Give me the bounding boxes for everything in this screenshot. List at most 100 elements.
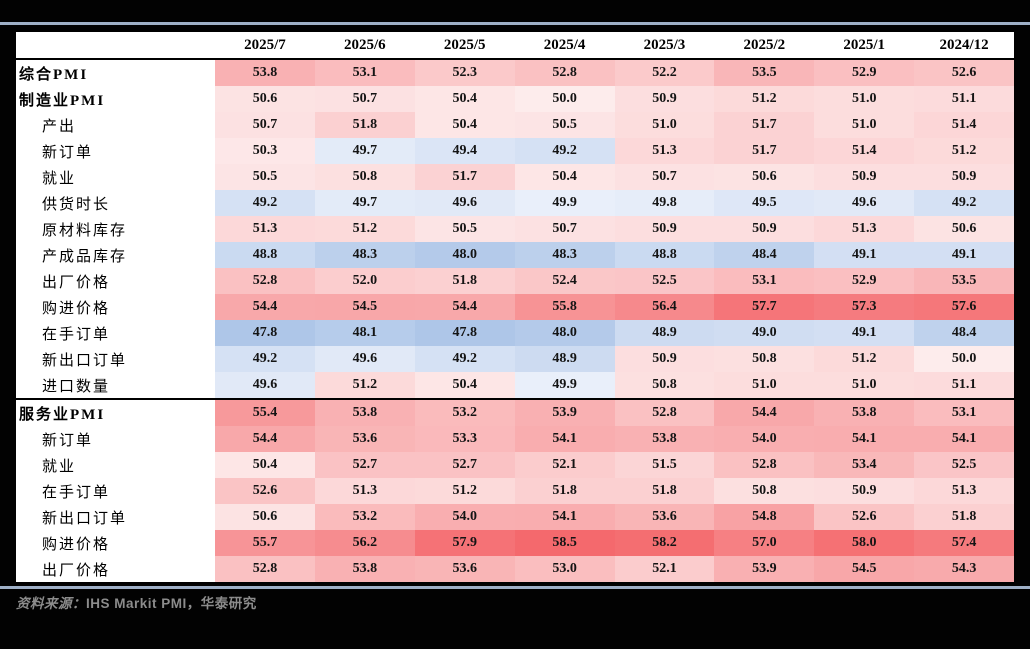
pmi-value-cell: 52.5 (914, 452, 1014, 478)
row-label: 新订单 (42, 144, 94, 161)
pmi-value-cell: 51.8 (914, 504, 1014, 530)
column-header: 2025/2 (743, 36, 786, 53)
pmi-value-cell: 58.5 (514, 530, 615, 556)
pmi-value-cell: 50.9 (614, 86, 715, 112)
pmi-value-cell: 53.6 (414, 556, 515, 582)
pmi-value-cell: 51.8 (514, 478, 615, 504)
table-row: 在手订单 47.8 48.1 47.8 48.0 48.9 49.0 49.1 48.4 (16, 320, 1014, 346)
pmi-value-cell: 52.8 (514, 60, 615, 86)
pmi-value-cell: 58.2 (614, 530, 715, 556)
pmi-value-cell: 50.6 (215, 86, 315, 112)
pmi-value-cell: 51.3 (814, 216, 915, 242)
pmi-value-cell: 49.8 (614, 190, 715, 216)
source-label: 资料来源： (16, 596, 86, 611)
pmi-value-cell: 48.8 (614, 242, 715, 268)
pmi-value-cell: 48.0 (414, 242, 515, 268)
table-row: 产成品库存 48.8 48.3 48.0 48.3 48.8 48.4 49.1 49.1 (16, 242, 1014, 268)
table-row: 进口数量 49.6 51.2 50.4 49.9 50.8 51.0 51.0 51.1 (16, 372, 1014, 398)
pmi-value-cell: 51.8 (314, 112, 415, 138)
pmi-value-cell: 54.3 (914, 556, 1014, 582)
pmi-value-cell: 54.1 (514, 504, 615, 530)
pmi-value-cell: 48.0 (514, 320, 615, 346)
table-row: 新出口订单 49.2 49.6 49.2 48.9 50.9 50.8 51.2 50.0 (16, 346, 1014, 372)
pmi-value-cell: 49.1 (914, 242, 1014, 268)
pmi-value-cell: 49.4 (414, 138, 515, 164)
pmi-value-cell: 50.7 (215, 112, 315, 138)
pmi-value-cell: 56.2 (314, 530, 415, 556)
pmi-value-cell: 54.5 (314, 294, 415, 320)
pmi-value-cell: 53.9 (714, 556, 815, 582)
pmi-value-cell: 53.6 (314, 426, 415, 452)
pmi-value-cell: 52.6 (914, 60, 1014, 86)
row-label: 出厂价格 (42, 274, 111, 291)
pmi-value-cell: 56.4 (614, 294, 715, 320)
pmi-value-cell: 48.3 (514, 242, 615, 268)
pmi-value-cell: 52.8 (215, 556, 315, 582)
pmi-value-cell: 50.8 (714, 346, 815, 372)
pmi-value-cell: 53.5 (914, 268, 1014, 294)
pmi-value-cell: 49.6 (215, 372, 315, 398)
pmi-value-cell: 52.6 (814, 504, 915, 530)
pmi-value-cell: 51.0 (814, 372, 915, 398)
pmi-value-cell: 50.8 (714, 478, 815, 504)
pmi-value-cell: 53.6 (614, 504, 715, 530)
pmi-value-cell: 49.2 (414, 346, 515, 372)
pmi-value-cell: 52.3 (414, 60, 515, 86)
pmi-value-cell: 51.3 (314, 478, 415, 504)
pmi-value-cell: 51.2 (314, 216, 415, 242)
column-header: 2025/1 (843, 36, 886, 53)
column-header: 2025/6 (343, 36, 386, 53)
pmi-value-cell: 49.6 (314, 346, 415, 372)
pmi-value-cell: 54.4 (714, 400, 815, 426)
pmi-value-cell: 51.8 (414, 268, 515, 294)
column-header: 2025/7 (244, 36, 286, 53)
pmi-value-cell: 48.4 (914, 320, 1014, 346)
pmi-value-cell: 51.1 (914, 372, 1014, 398)
pmi-value-cell: 54.4 (215, 294, 315, 320)
pmi-value-cell: 52.8 (714, 452, 815, 478)
pmi-value-cell: 49.6 (414, 190, 515, 216)
pmi-value-cell: 49.2 (215, 190, 315, 216)
row-label: 就业 (42, 458, 77, 475)
pmi-value-cell: 51.3 (614, 138, 715, 164)
pmi-value-cell: 49.2 (914, 190, 1014, 216)
pmi-value-cell: 54.0 (714, 426, 815, 452)
pmi-value-cell: 50.7 (514, 216, 615, 242)
pmi-value-cell: 51.7 (714, 138, 815, 164)
table-row: 服务业PMI 55.4 53.8 53.2 53.9 52.8 54.4 53.8 53.1 (16, 398, 1014, 426)
pmi-value-cell: 49.0 (714, 320, 815, 346)
pmi-value-cell: 51.7 (714, 112, 815, 138)
pmi-value-cell: 48.1 (314, 320, 415, 346)
pmi-value-cell: 50.6 (914, 216, 1014, 242)
pmi-value-cell: 50.6 (215, 504, 315, 530)
pmi-value-cell: 50.7 (614, 164, 715, 190)
table-header-row: 2025/7 2025/6 2025/5 2025/4 2025/3 2025/2 2025… (16, 32, 1014, 60)
pmi-value-cell: 50.8 (314, 164, 415, 190)
pmi-value-cell: 50.9 (614, 216, 715, 242)
pmi-value-cell: 53.2 (414, 400, 515, 426)
pmi-value-cell: 57.6 (914, 294, 1014, 320)
pmi-value-cell: 49.6 (814, 190, 915, 216)
pmi-value-cell: 53.8 (314, 556, 415, 582)
pmi-value-cell: 50.4 (414, 372, 515, 398)
pmi-value-cell: 52.1 (514, 452, 615, 478)
source-note: 资料来源：IHS Markit PMI，华泰研究 (16, 592, 257, 612)
pmi-value-cell: 50.4 (215, 452, 315, 478)
pmi-value-cell: 48.9 (614, 320, 715, 346)
pmi-value-cell: 54.1 (814, 426, 915, 452)
pmi-value-cell: 54.4 (215, 426, 315, 452)
pmi-value-cell: 52.7 (414, 452, 515, 478)
pmi-value-cell: 54.1 (914, 426, 1014, 452)
pmi-value-cell: 47.8 (414, 320, 515, 346)
pmi-value-cell: 57.4 (914, 530, 1014, 556)
pmi-value-cell: 54.0 (414, 504, 515, 530)
pmi-value-cell: 52.9 (814, 60, 915, 86)
pmi-value-cell: 50.9 (714, 216, 815, 242)
pmi-value-cell: 50.3 (215, 138, 315, 164)
pmi-value-cell: 50.9 (614, 346, 715, 372)
top-divider-rule (0, 22, 1030, 25)
pmi-value-cell: 52.8 (614, 400, 715, 426)
pmi-value-cell: 51.0 (614, 112, 715, 138)
table-row: 制造业PMI 50.6 50.7 50.4 50.0 50.9 51.2 51.0 51.1 (16, 86, 1014, 112)
pmi-value-cell: 48.4 (714, 242, 815, 268)
